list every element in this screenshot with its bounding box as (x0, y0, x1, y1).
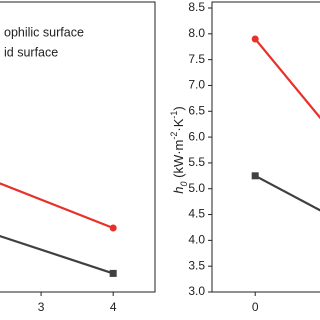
y-axis-label-part: h (171, 187, 186, 194)
plot-group: 0 3.0 3.5 4.0 4.5 5.0 5.5 6.0 6.5 7.0 7.5 8.0 8.5 h0 … (169, 0, 320, 314)
y-axis-label-part: ·K (171, 118, 186, 131)
series-line (0, 182, 114, 229)
y-axis-label-part: (kW·m (171, 140, 186, 182)
y-tick-label: 3.5 (188, 258, 205, 272)
y-tick-label: 3.0 (188, 284, 205, 298)
x-tick-label: 4 (110, 300, 117, 314)
y-axis-label-part: -1 (169, 111, 179, 119)
y-tick-label: 5.5 (188, 155, 205, 169)
y-axis-label-part: ) (171, 106, 186, 110)
point (109, 269, 117, 277)
y-tick-label: 5.0 (188, 181, 205, 195)
series-line (254, 38, 320, 120)
y-tick-label: 6.5 (188, 103, 205, 117)
y-tick-label: 8.0 (188, 26, 205, 40)
series-line (0, 234, 114, 275)
series-group (251, 35, 320, 212)
series-line (254, 174, 320, 212)
legend-label: ophilic surface (4, 25, 84, 39)
y-tick-label: 8.5 (188, 0, 205, 14)
y-tick-label: 4.5 (188, 207, 205, 221)
plot-group: 3 4 ophilic surface id surface (0, 1, 156, 314)
y-tick-label: 6.0 (188, 129, 205, 143)
point (251, 35, 259, 43)
y-tick-label: 4.0 (188, 233, 205, 247)
legend-label: id surface (4, 45, 58, 59)
plot-frame (0, 1, 156, 293)
point (251, 172, 259, 180)
y-tick-label: 7.5 (188, 52, 205, 66)
y-tick-label: 7.0 (188, 78, 205, 92)
x-tick-label: 3 (38, 300, 45, 314)
plot-frame (211, 1, 320, 293)
y-axis-label: h0 (kW·m-2·K-1) (169, 106, 189, 194)
point (109, 224, 117, 232)
y-axis-label-part: 0 (179, 182, 189, 187)
series-group (0, 182, 117, 277)
x-tick-label: 0 (252, 300, 259, 314)
y-axis-label-part: -2 (169, 132, 179, 140)
